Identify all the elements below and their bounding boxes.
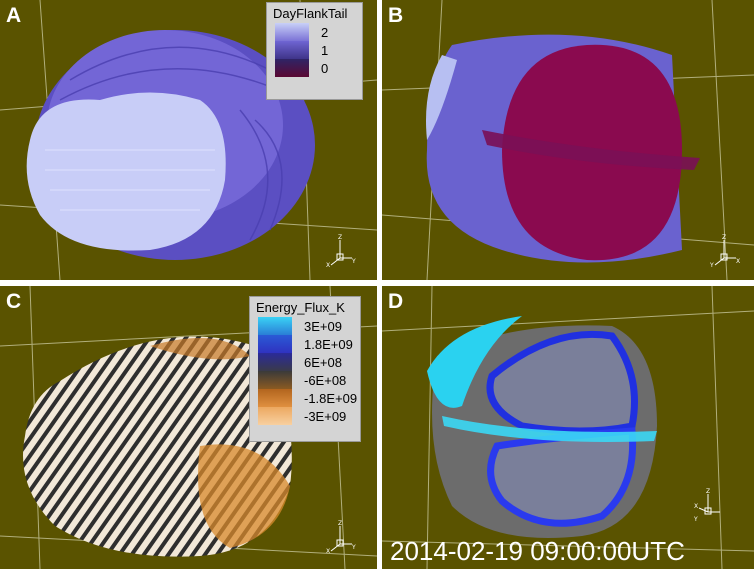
panel-a-render (0, 0, 377, 280)
axis-triad: Z X Y (710, 234, 740, 268)
legend-swatch (258, 317, 292, 335)
axis-z-label: Z (722, 234, 726, 241)
panel-d-render (382, 286, 754, 569)
axis-y-label: Y (710, 262, 714, 268)
axis-x-label: X (326, 548, 330, 554)
legend-entry: 1 (267, 41, 362, 59)
energy-flux-lower-disk (487, 427, 637, 527)
axis-y-label: Y (351, 544, 356, 551)
axis-z-label: Z (706, 488, 710, 495)
panel-b-label: B (388, 4, 404, 27)
panel-a-label: A (6, 4, 22, 27)
legend-value: 2 (321, 24, 329, 40)
legend-value: 1.8E+09 (304, 336, 353, 352)
legend-swatch (275, 59, 309, 77)
panel-c-label: C (6, 290, 22, 313)
panel-a: A DayFlankTail 2 1 0 Z Y X (0, 0, 377, 280)
legend-swatch (258, 353, 292, 371)
legend-entry: 2 (267, 23, 362, 41)
legend-title: DayFlankTail (273, 6, 348, 21)
current-sheet (482, 130, 700, 170)
legend-entry: -1.8E+09 (250, 389, 360, 407)
axis-x-label: X (326, 262, 330, 268)
flux-orange-region (198, 444, 290, 548)
energy-flux-cyan-edge (427, 316, 522, 408)
panel-c-render (0, 286, 377, 569)
legend-value: -1.8E+09 (304, 390, 358, 406)
legend-value: -6E+08 (304, 372, 347, 388)
energy-flux-cyan-sheet (442, 416, 657, 442)
legend-entry: -6E+08 (250, 371, 360, 389)
timestamp: 2014-02-19 09:00:00UTC (390, 536, 685, 566)
panel-b-render (382, 0, 754, 280)
axis-x-label: X (694, 503, 698, 510)
legend-entry: 3E+09 (250, 317, 360, 335)
axis-triad: Z Y X (326, 234, 356, 268)
panel-d-label: D (388, 290, 404, 313)
axis-y-label: Y (694, 516, 698, 522)
legend-swatch (258, 407, 292, 425)
legend-swatch (258, 371, 292, 389)
legend-energy-flux: Energy_Flux_K 3E+09 1.8E+09 6E+08 -6E+08… (249, 296, 361, 442)
dayside-light-region (26, 92, 226, 251)
flank-edge (426, 55, 457, 140)
legend-entry: 6E+08 (250, 353, 360, 371)
axis-triad: Z Y X (326, 520, 356, 554)
axis-x-label: X (736, 258, 740, 265)
panel-c: C Energy_Flux_K 3E+09 1.8E+09 6E+08 -6E+… (0, 286, 377, 569)
legend-value: 0 (321, 60, 329, 76)
legend-title: Energy_Flux_K (256, 300, 345, 315)
legend-swatch (258, 389, 292, 407)
legend-value: 6E+08 (304, 354, 342, 370)
legend-entry: 0 (267, 59, 362, 77)
legend-entry: 1.8E+09 (250, 335, 360, 353)
axis-z-label: Z (338, 520, 342, 527)
energy-flux-upper-disk (486, 330, 638, 435)
legend-value: -3E+09 (304, 408, 347, 424)
flux-orange-region (150, 338, 250, 360)
axis-y-label: Y (351, 258, 356, 265)
legend-swatch (275, 23, 309, 41)
legend-value: 3E+09 (304, 318, 342, 334)
panel-d: D Z X Y (382, 286, 754, 569)
axis-triad: Z X Y (694, 488, 720, 522)
legend-entry: -3E+09 (250, 407, 360, 425)
axis-z-label: Z (338, 234, 342, 241)
panel-b: B Z X Y (382, 0, 754, 280)
legend-swatch (275, 41, 309, 59)
legend-swatch (258, 335, 292, 353)
legend-dayflanktail: DayFlankTail 2 1 0 (266, 2, 363, 100)
legend-value: 1 (321, 42, 329, 58)
